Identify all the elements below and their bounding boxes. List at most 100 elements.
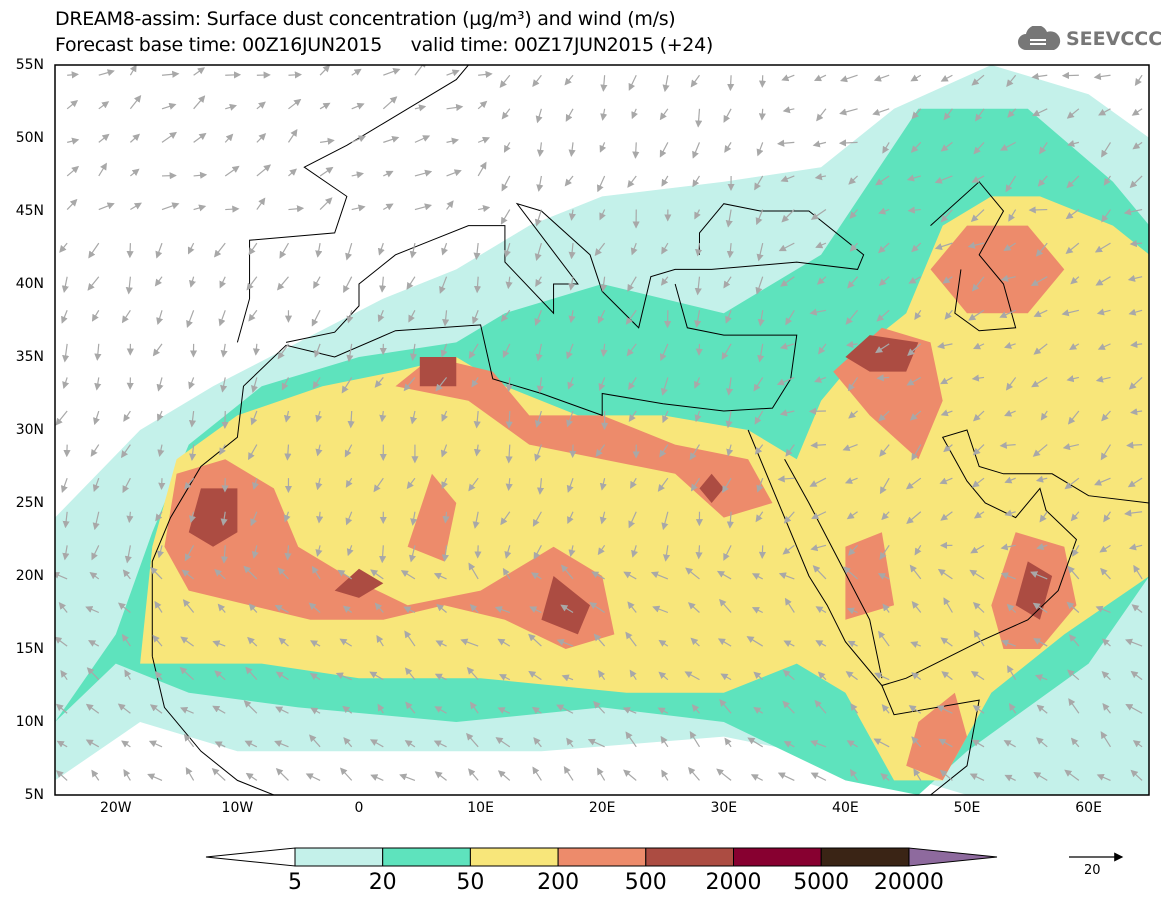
- wind-arrow: [214, 670, 226, 681]
- wind-arrow: [881, 704, 890, 714]
- wind-arrow: [55, 770, 68, 781]
- wind-arrow: [369, 739, 384, 748]
- wind-arrow: [505, 377, 513, 392]
- wind-arrow: [189, 444, 197, 461]
- wind-arrow: [776, 139, 795, 147]
- wind-arrow: [839, 108, 858, 116]
- wind-arrow: [55, 636, 68, 647]
- wind-arrow: [1066, 175, 1080, 189]
- wind-arrow: [1035, 674, 1048, 682]
- wind-arrow: [193, 171, 208, 179]
- wind-arrow: [876, 374, 890, 382]
- wind-arrow: [125, 276, 133, 295]
- wind-arrow: [939, 769, 953, 781]
- wind-arrow: [847, 544, 859, 556]
- wind-arrow: [877, 573, 890, 580]
- wind-arrow: [940, 409, 953, 417]
- wind-arrow: [1129, 175, 1143, 189]
- wind-arrow: [154, 276, 163, 287]
- wind-arrow: [212, 705, 226, 714]
- wind-arrow: [626, 343, 637, 357]
- wind-arrow: [911, 601, 922, 613]
- wind-arrow: [98, 202, 115, 211]
- wind-arrow: [722, 477, 732, 494]
- wind-arrow: [844, 477, 858, 484]
- wind-arrow: [914, 309, 922, 321]
- wind-arrow: [126, 511, 134, 524]
- wind-arrow: [810, 209, 827, 220]
- wind-arrow: [414, 104, 427, 112]
- wind-arrow: [846, 740, 858, 748]
- wind-arrow: [658, 639, 669, 647]
- wind-arrow: [972, 601, 985, 613]
- wind-arrow: [780, 276, 795, 287]
- wind-arrow: [911, 736, 922, 748]
- wind-arrow: [129, 65, 137, 76]
- wind-arrow: [563, 766, 574, 781]
- wind-arrow: [1066, 108, 1080, 119]
- wind-arrow: [560, 564, 574, 580]
- wind-arrow: [1102, 702, 1111, 714]
- wind-arrow: [319, 166, 334, 177]
- lat-label: 45N: [15, 203, 44, 219]
- wind-arrow: [497, 638, 511, 647]
- wind-arrow: [726, 243, 734, 259]
- colorbar-swatch: [382, 847, 471, 867]
- wind-arrow: [339, 638, 353, 647]
- wind-arrow: [690, 477, 700, 492]
- wind-arrow: [879, 444, 890, 457]
- wind-arrow: [405, 701, 416, 714]
- wind-arrow: [370, 569, 384, 580]
- wind-arrow: [685, 567, 700, 580]
- wind-arrow: [529, 606, 542, 614]
- wind-arrow: [568, 209, 576, 221]
- wind-arrow: [757, 310, 765, 327]
- wind-arrow: [727, 75, 735, 92]
- wind-arrow: [719, 699, 732, 714]
- wind-arrow: [782, 106, 795, 114]
- wind-arrow: [940, 209, 953, 223]
- wind-arrow: [346, 310, 354, 324]
- wind-arrow: [1067, 140, 1080, 148]
- wind-arrow: [275, 767, 289, 781]
- wind-arrow: [161, 102, 177, 110]
- wind-arrow: [1100, 731, 1111, 748]
- wind-arrow: [600, 108, 608, 121]
- wind-arrow: [662, 545, 671, 562]
- wind-arrow: [776, 376, 795, 386]
- wind-arrow: [156, 310, 164, 326]
- wind-arrow: [339, 767, 353, 781]
- wind-arrow: [1005, 175, 1017, 193]
- wind-arrow: [690, 74, 700, 88]
- wind-arrow: [91, 769, 100, 781]
- lat-label: 55N: [15, 57, 44, 73]
- wind-arrow: [879, 545, 890, 560]
- wind-arrow: [345, 477, 353, 488]
- wind-arrow: [219, 276, 227, 289]
- wind-arrow: [61, 276, 69, 293]
- wind-arrow: [747, 737, 764, 748]
- wind-arrow: [468, 477, 479, 492]
- wind-arrow: [568, 276, 576, 291]
- wind-arrow: [724, 142, 732, 153]
- lat-label: 25N: [15, 495, 44, 511]
- wind-arrow: [911, 242, 922, 253]
- wind-arrow: [501, 175, 511, 192]
- colorbar-label: 200: [537, 870, 580, 895]
- wind-arrow: [446, 137, 459, 145]
- wind-arrow: [414, 203, 433, 211]
- wind-arrow: [567, 377, 575, 390]
- wind-arrow: [781, 74, 795, 82]
- wind-arrow: [442, 310, 450, 327]
- wind-arrow: [973, 342, 985, 350]
- wind-arrow: [657, 477, 669, 492]
- wind-arrow: [970, 209, 985, 223]
- wind-arrow: [468, 562, 479, 580]
- wind-arrow: [58, 601, 68, 613]
- wind-arrow: [627, 601, 637, 613]
- wind-arrow: [940, 511, 953, 521]
- wind-arrow: [504, 545, 512, 559]
- wind-arrow: [536, 377, 544, 394]
- wind-arrow: [568, 310, 576, 324]
